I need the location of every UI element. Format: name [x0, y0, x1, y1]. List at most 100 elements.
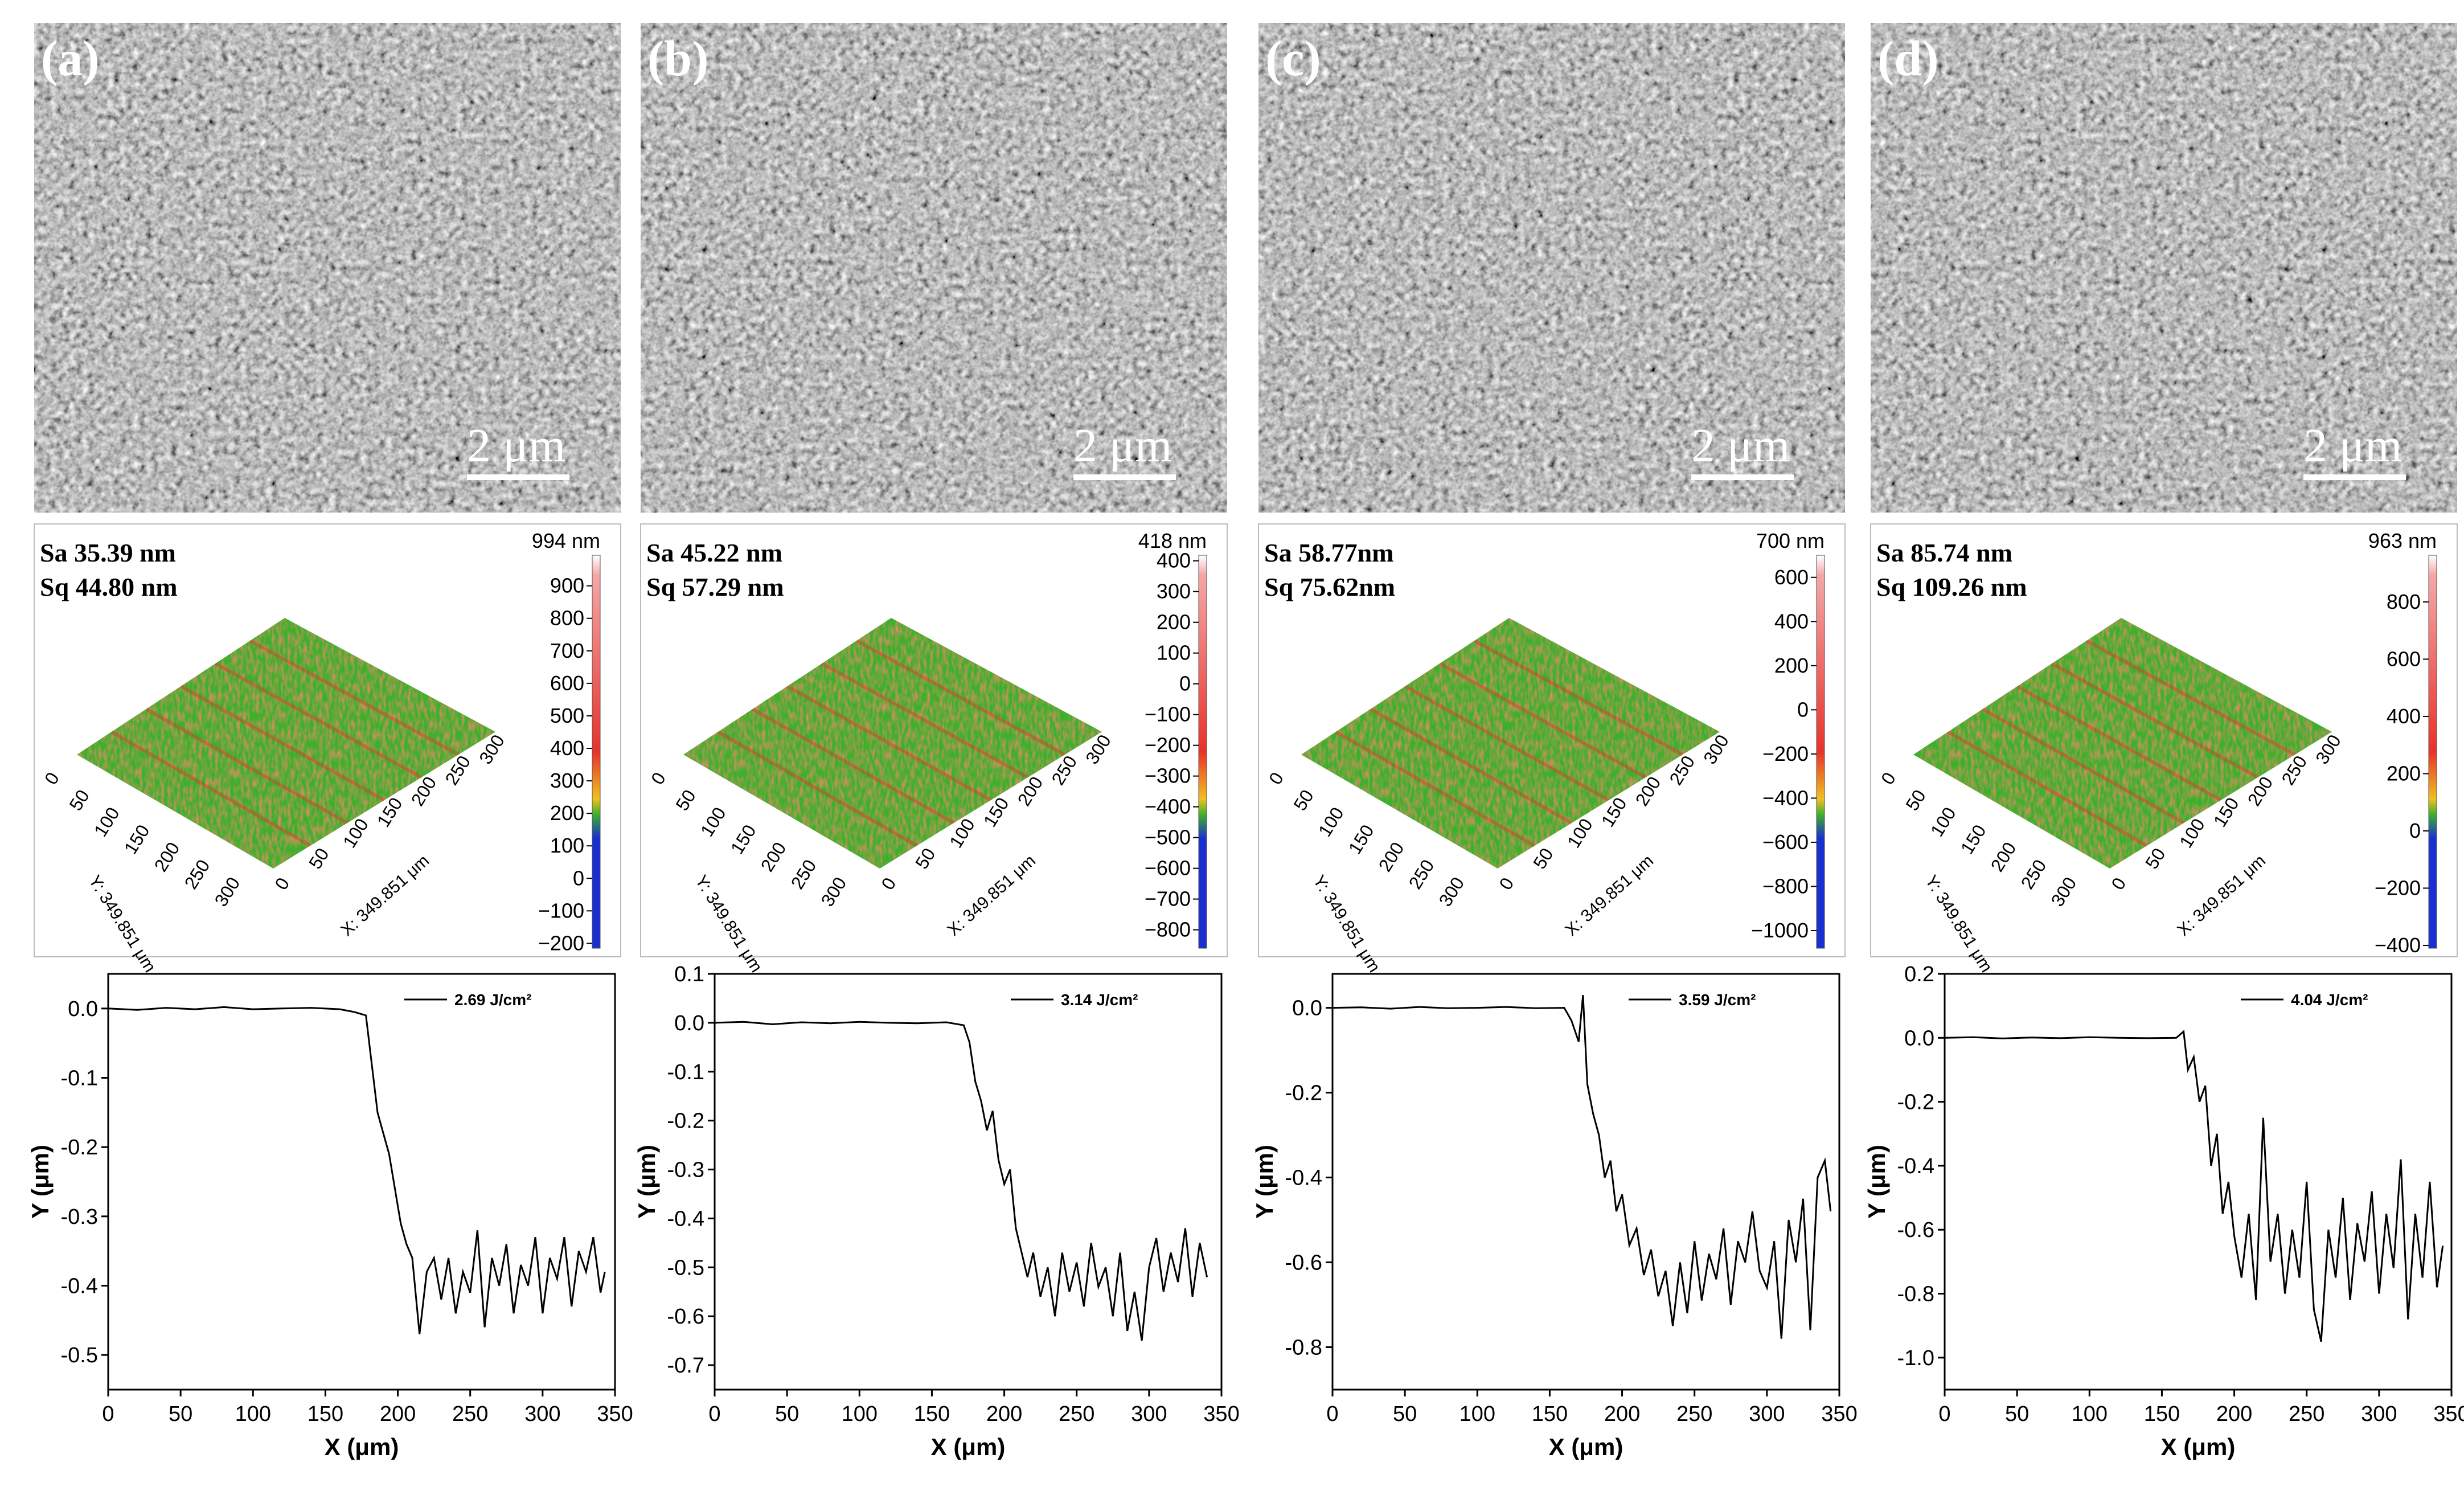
surface-ridge: [214, 662, 423, 779]
colorbar-tick-label: 800: [550, 607, 584, 630]
x-tick-label: 250: [1059, 1402, 1094, 1426]
profile-series-line: [108, 1006, 606, 1334]
surface-ridge: [1947, 730, 2148, 847]
x-tick-label: 250: [452, 1402, 488, 1426]
surface-ridge: [1404, 685, 1610, 802]
x-tick-label: 250: [2289, 1402, 2324, 1426]
y-tick-label: -0.4: [61, 1275, 98, 1298]
colorbar-tick-label: −200: [1145, 734, 1191, 757]
y-tick-label: 0.0: [68, 997, 98, 1021]
surface-ridge: [821, 662, 1029, 779]
y-axis-label: Y (μm): [1863, 1145, 1890, 1219]
y-tick-label: -0.6: [667, 1305, 704, 1329]
x-tick-label: 50: [169, 1402, 192, 1426]
y-tick-label: 0.1: [674, 962, 704, 986]
x-tick-label: 100: [2072, 1402, 2108, 1426]
colorbar-tick-label: −600: [1762, 830, 1809, 854]
surface-ridge: [1473, 639, 1684, 756]
panel-c: (c) 2 μm Sa 58.77nm Sq 75.62nm 0 50 100 150 200 2…: [1251, 23, 1858, 1460]
y-tick-label: -0.2: [61, 1136, 98, 1160]
profile-series-line: [1332, 995, 1832, 1339]
sem-image-texture: [1871, 23, 2457, 513]
panel-label: (b): [647, 31, 709, 87]
colorbar-tick-label: 300: [550, 769, 584, 792]
x-tick-label: 150: [2144, 1402, 2180, 1426]
x-tick-label: 0: [1326, 1402, 1338, 1426]
y-tick-label: -0.1: [61, 1067, 98, 1091]
colorbar-tick-label: 400: [2387, 704, 2421, 728]
colorbar-tick-label: −100: [538, 899, 584, 922]
y-tick-label: -0.7: [667, 1354, 704, 1378]
legend-label: 3.14 J/cm²: [1061, 991, 1138, 1009]
colorbar-tick-label: −800: [1762, 874, 1809, 898]
x-tick-label: 50: [775, 1402, 799, 1426]
sq-value: Sq 57.29 nm: [646, 572, 784, 601]
x-tick-label: 100: [235, 1402, 271, 1426]
x-axis-label: X (μm): [1549, 1433, 1623, 1460]
x-tick-label: 0: [708, 1402, 720, 1426]
profile-series-line: [1944, 1030, 2444, 1342]
colorbar-tick-label: 600: [2387, 647, 2421, 670]
colorbar-tick-label: 200: [550, 801, 584, 825]
x-tick-label: 200: [986, 1402, 1022, 1426]
x-tick-label: 200: [380, 1402, 416, 1426]
colorbar-tick-label: −800: [1145, 918, 1191, 941]
scale-bar-label: 2 μm: [2303, 419, 2402, 472]
sa-value: Sa 85.74 nm: [1876, 538, 2012, 567]
panel-label: (d): [1877, 31, 1939, 87]
depth-profile-chart: 0 50 100 150 200 250 300 350 0.1 0.0 -0.1 -0.2 -0.3 -…: [633, 962, 1240, 1460]
sq-value: Sq 75.62nm: [1264, 572, 1395, 601]
y-tick-label: -0.8: [1897, 1283, 1934, 1306]
colorbar-max-label: 963 nm: [2368, 529, 2437, 552]
y-tick-label: -0.2: [1897, 1091, 1934, 1115]
y-tick-label: 0.0: [674, 1011, 704, 1035]
sq-value: Sq 109.26 nm: [1876, 572, 2027, 601]
y-axis-label: Y (μm): [633, 1145, 660, 1219]
surface-ridge: [249, 639, 460, 756]
y-axis-label: Y (μm): [27, 1145, 54, 1219]
surface-ridge: [752, 707, 955, 825]
panel-a: (a) 2 μm Sa 35.39 nm Sq 44.80 nm 0 50 100 150 20…: [27, 23, 633, 1460]
profile-series-line: [714, 1021, 1208, 1341]
colorbar-tick-label: −1000: [1751, 919, 1809, 942]
y-tick-label: -0.6: [1897, 1218, 1934, 1242]
panel-label: (a): [41, 31, 100, 87]
surface-ridge: [1335, 730, 1536, 847]
colorbar-max-label: 418 nm: [1138, 529, 1207, 552]
y-tick-label: -0.4: [1285, 1166, 1322, 1190]
colorbar-tick-label: 400: [550, 736, 584, 760]
colorbar-tick-label: 100: [550, 834, 584, 857]
x-tick-label: 350: [2433, 1402, 2464, 1426]
sa-value: Sa 45.22 nm: [646, 538, 782, 567]
colorbar-tick-label: 800: [2387, 590, 2421, 613]
y-tick-label: -0.1: [667, 1060, 704, 1084]
x-tick-label: 300: [1749, 1402, 1785, 1426]
x-tick-label: 350: [1203, 1402, 1239, 1426]
sa-value: Sa 58.77nm: [1264, 538, 1393, 567]
x-tick-label: 300: [524, 1402, 560, 1426]
surface-ridge: [1982, 707, 2185, 825]
colorbar-tick-label: −500: [1145, 826, 1191, 849]
scale-bar: [1073, 474, 1176, 480]
colorbar-tick-label: 100: [1157, 641, 1191, 665]
colorbar-tick-label: 0: [573, 866, 584, 890]
x-tick-label: 200: [1604, 1402, 1640, 1426]
y-axis-label: Y (μm): [1251, 1145, 1278, 1219]
panel-d: (d) 2 μm Sa 85.74 nm Sq 109.26 nm 0 50 100 150 2…: [1863, 23, 2464, 1460]
x-tick-label: 350: [1821, 1402, 1857, 1426]
sem-image-texture: [1258, 23, 1845, 513]
colorbar-tick-label: 200: [1774, 654, 1809, 677]
surface-ridge: [1438, 662, 1647, 779]
colorbar: [592, 555, 601, 949]
colorbar-tick-label: −100: [1145, 703, 1191, 726]
colorbar-tick-label: −200: [2375, 876, 2421, 899]
plot-frame: [107, 973, 616, 1391]
surface-ridge: [2085, 639, 2296, 756]
y-tick-label: -0.3: [667, 1158, 704, 1182]
colorbar-max-label: 994 nm: [532, 529, 600, 552]
x-tick-label: 0: [1938, 1402, 1950, 1426]
colorbar: [1816, 555, 1825, 949]
sq-value: Sq 44.80 nm: [40, 572, 178, 601]
x-tick-label: 300: [2361, 1402, 2397, 1426]
